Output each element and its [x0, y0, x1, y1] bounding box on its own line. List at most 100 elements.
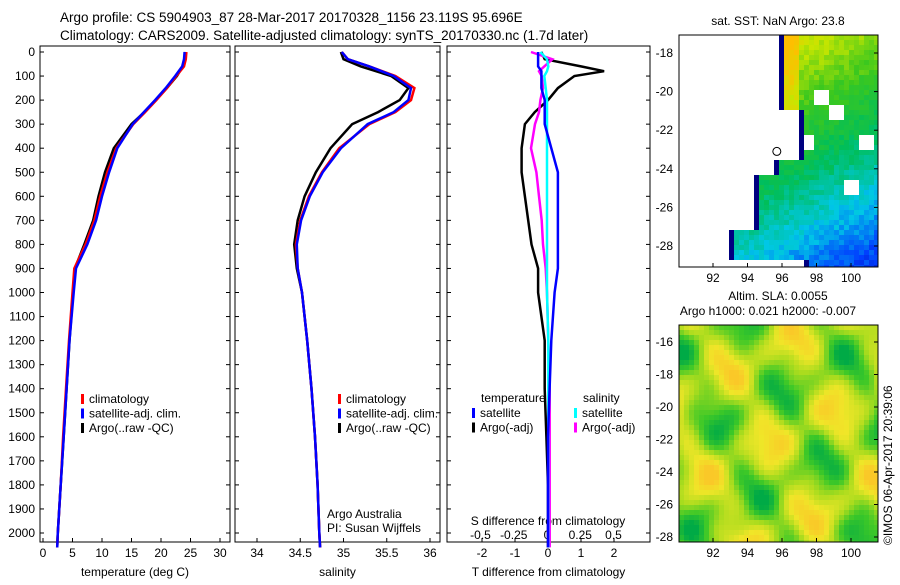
map-cell [814, 250, 819, 255]
map-cell [834, 415, 839, 420]
map-cell [784, 50, 789, 55]
map-cell [729, 335, 734, 340]
map-cell [744, 460, 749, 465]
map-cell [809, 385, 814, 390]
map-cell [804, 85, 809, 90]
map-cell [769, 480, 774, 485]
map-cell [824, 340, 829, 345]
map-cell [824, 70, 829, 75]
map-cell [774, 480, 779, 485]
map-cell [734, 480, 739, 485]
map-cell [804, 125, 809, 130]
map-cell [799, 245, 804, 250]
map-cell [794, 190, 799, 195]
map-cell [819, 65, 824, 70]
map-cell [834, 355, 839, 360]
map-cell [804, 230, 809, 235]
map-cell [874, 495, 878, 500]
map-cell [709, 495, 714, 500]
map-cell [869, 445, 874, 450]
map-cell [799, 415, 804, 420]
map-cell [839, 75, 844, 80]
map-cell [744, 425, 749, 430]
map-cell [769, 255, 774, 260]
map-cell [839, 35, 844, 40]
map-cell [704, 515, 709, 520]
map-cell [794, 210, 799, 215]
map-cell [869, 35, 874, 40]
map-cell [784, 85, 789, 90]
map-cell [834, 500, 839, 505]
map-cell [819, 120, 824, 125]
map-cell [819, 540, 824, 542]
map-cell [774, 325, 779, 330]
map-cell [809, 185, 814, 190]
map-cell [869, 490, 874, 495]
map-cell [779, 380, 784, 385]
map-cell [764, 220, 769, 225]
map-cell [829, 35, 834, 40]
map-cell [824, 150, 829, 155]
map-cell [714, 385, 719, 390]
map-cell [679, 435, 684, 440]
map-cell [744, 245, 749, 250]
map-cell [869, 150, 874, 155]
map-cell [794, 495, 799, 500]
map-cell [774, 220, 779, 225]
map-cell [804, 325, 809, 330]
map-cell [794, 335, 799, 340]
map-cell [829, 365, 834, 370]
map-cell [754, 210, 759, 215]
map-cell [714, 540, 719, 542]
map-cell [839, 475, 844, 480]
map-cell [814, 180, 819, 185]
map-cell [684, 460, 689, 465]
map-cell [729, 235, 734, 240]
map-cell [844, 460, 849, 465]
map-cell [829, 515, 834, 520]
map-cell [829, 440, 834, 445]
map-cell [719, 510, 724, 515]
map-cell [829, 50, 834, 55]
map-cell [799, 85, 804, 90]
map-cell [864, 395, 869, 400]
map-cell [794, 390, 799, 395]
map-cell [784, 345, 789, 350]
map-cell [809, 395, 814, 400]
map-cell [699, 345, 704, 350]
map-cell [709, 535, 714, 540]
map-cell [859, 400, 864, 405]
map-cell [759, 190, 764, 195]
map-cell [694, 525, 699, 530]
map-cell [694, 505, 699, 510]
map-cell [734, 255, 739, 260]
map-cell [769, 245, 774, 250]
map-cell [799, 390, 804, 395]
map-cell [709, 355, 714, 360]
map-cell [679, 475, 684, 480]
map-cell [719, 340, 724, 345]
map-cell [794, 215, 799, 220]
map-cell [699, 525, 704, 530]
map-cell [809, 175, 814, 180]
map-cell [784, 335, 789, 340]
map-cell [819, 225, 824, 230]
map-cell [739, 235, 744, 240]
map-cell [864, 80, 869, 85]
x-tick-label: 5 [69, 546, 76, 560]
map-cell [794, 105, 799, 110]
map-cell [829, 345, 834, 350]
map-cell [799, 225, 804, 230]
map-cell [779, 515, 784, 520]
map-cell [844, 235, 849, 240]
map-cell [804, 45, 809, 50]
map-cell [814, 160, 819, 165]
map-cell [804, 90, 809, 95]
map-cell [724, 405, 729, 410]
map-cell [744, 490, 749, 495]
map-cell [724, 330, 729, 335]
map-cell [814, 380, 819, 385]
map-cell [779, 450, 784, 455]
map-cell [814, 80, 819, 85]
map-cell [864, 75, 869, 80]
